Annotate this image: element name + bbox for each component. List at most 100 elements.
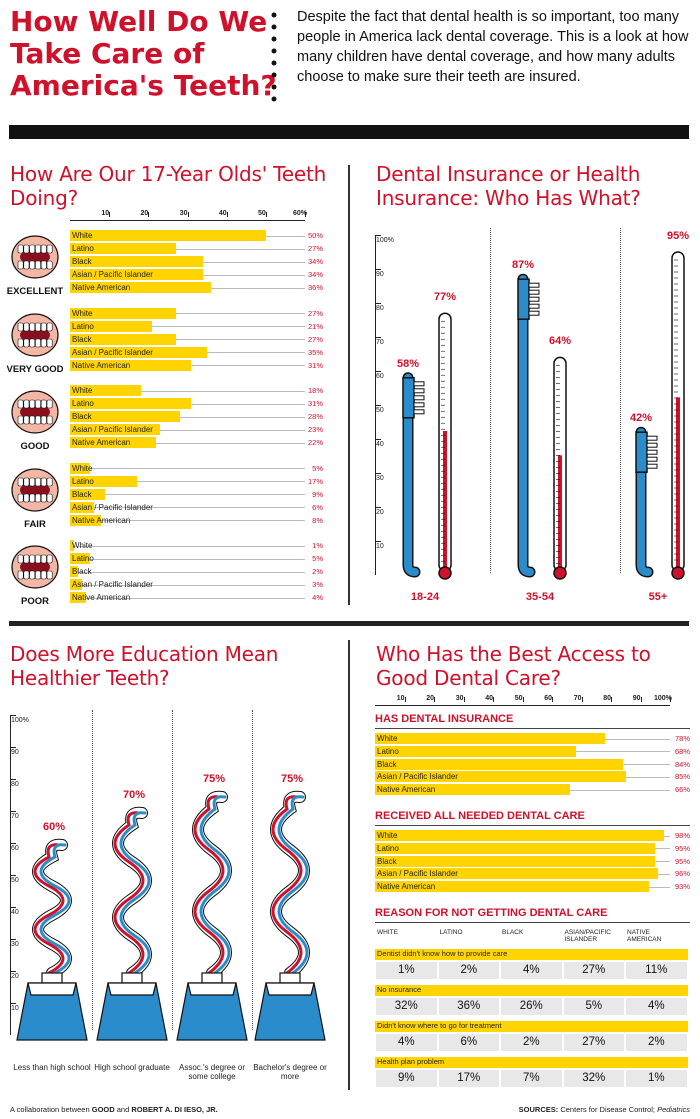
table-cell-value: 27% (563, 1034, 624, 1051)
bar-category-label: White (72, 308, 93, 318)
bar (70, 282, 211, 293)
bar-category-label: Asian / Pacific Islander (72, 425, 153, 434)
x-tick-label: 80 (603, 695, 611, 702)
table-cell-value: 4% (501, 962, 562, 979)
bar-category-label: Latino (72, 476, 94, 486)
x-tick-label: 60 (544, 695, 552, 702)
y-tick-label: 100% (376, 237, 394, 244)
paste-blue-stripe (277, 795, 309, 975)
education-category-label: Less than high school (13, 1063, 91, 1072)
paste-red-stripe (33, 843, 65, 975)
tube-shoulder (265, 982, 315, 996)
paste-white (193, 791, 231, 978)
bar-guide (179, 416, 305, 418)
column-divider-lower (348, 640, 350, 1090)
bar (70, 243, 176, 254)
education-category-label: Bachelor's degree or more (253, 1063, 327, 1081)
education-category-label: Assoc.'s degree or some college (178, 1063, 245, 1081)
toothbrush-bristle (528, 282, 540, 288)
education-value-label: 75% (202, 773, 226, 785)
y-tick-mark (10, 971, 16, 972)
tube-cap (279, 972, 301, 984)
bar-category-label: Black (377, 856, 397, 866)
y-tick-label: 10 (11, 1005, 19, 1012)
bar (375, 881, 650, 893)
access-chart-title: Who Has the Best Access to Good Dental C… (376, 642, 651, 690)
table-column-header: NATIVE AMERICAN (627, 929, 662, 943)
dental-value-label: 87% (511, 259, 535, 272)
x-tick-mark (265, 212, 267, 217)
tube-cap (41, 972, 63, 984)
y-tick-label: 70 (11, 813, 19, 820)
bar-value-label: 27% (307, 308, 323, 318)
y-tick-mark (10, 843, 16, 844)
bar-category-label: White (72, 386, 93, 395)
table-reason-label: Health plan problem (375, 1057, 688, 1068)
bar-guide (265, 235, 305, 237)
bar-guide (203, 274, 305, 276)
rating-label: FAIR (24, 518, 46, 530)
toothbrush-bristle (646, 442, 658, 448)
bar-value-label: 18% (307, 386, 323, 395)
bar (70, 269, 204, 280)
bar-category-label: Latino (72, 321, 94, 331)
bar-value-label: 28% (307, 412, 323, 421)
y-tick-label: 40 (11, 909, 19, 916)
dental-value-label: 58% (396, 357, 420, 370)
table-cell-value: 2% (438, 962, 499, 979)
toothpaste-graphics (16, 790, 326, 1041)
bar (375, 830, 665, 841)
bar-value-label: 36% (307, 283, 323, 292)
bar-guide (203, 261, 305, 263)
bar-value-label: 35% (307, 347, 323, 357)
bar-category-label: Black (72, 257, 92, 266)
x-tick-label: 90 (632, 695, 641, 702)
bar-category-label: Native American (377, 882, 436, 892)
bar-value-label: 68% (674, 746, 690, 756)
toothbrush-bristle (413, 409, 425, 415)
insurance-chart-title: Dental Insurance or Health Insurance: Wh… (376, 162, 641, 210)
bar-category-label: Asian / Pacific Islander (72, 502, 153, 512)
bar-category-label: Native American (72, 593, 131, 602)
bar-guide (649, 886, 670, 888)
bar-value-label: 31% (307, 360, 323, 370)
table-cell-value: 27% (563, 962, 624, 979)
x-tick-label: 20 (140, 210, 149, 217)
bar-category-label: Black (72, 412, 92, 421)
bar-guide (211, 287, 305, 289)
y-tick-mark (10, 939, 16, 940)
bar-category-label: Asian / Pacific Islander (377, 869, 458, 879)
bar-value-label: 34% (307, 270, 323, 279)
bar-category-label: Asian / Pacific Islander (377, 772, 458, 782)
y-tick-label: 90 (11, 749, 19, 756)
bar-category-label: Latino (72, 244, 94, 253)
y-tick-label: 50 (11, 877, 19, 884)
bar (70, 385, 141, 396)
y-tick-label: 10 (376, 543, 384, 550)
column-divider (348, 165, 350, 605)
table-cell-value: 4% (376, 1034, 437, 1051)
y-tick-mark (375, 235, 381, 236)
x-tick-mark (640, 697, 642, 702)
x-tick-label: 30 (455, 695, 464, 702)
teeth-chart-title: How Are Our 17-Year Olds' Teeth Doing? (10, 162, 327, 210)
x-tick-mark (670, 697, 671, 702)
tube-shoulder (107, 982, 157, 996)
bar-category-label: Native American (72, 283, 131, 292)
bar (70, 566, 78, 577)
paste-red-stripe (271, 795, 303, 975)
toothbrush-head (635, 431, 648, 473)
x-tick-mark (404, 697, 406, 702)
x-tick-label: 10 (396, 695, 405, 702)
toothbrush-bristle (413, 388, 425, 394)
y-tick-mark (10, 907, 16, 908)
y-tick-label: 90 (376, 271, 384, 278)
x-tick-label: 50 (514, 695, 523, 702)
bar (70, 501, 94, 513)
bar-guide (569, 789, 670, 791)
y-tick-label: 80 (11, 781, 19, 788)
paste-blue-stripe (199, 795, 231, 975)
bar-guide (658, 873, 670, 875)
bar-value-label: 27% (307, 244, 323, 253)
bar (70, 462, 90, 474)
